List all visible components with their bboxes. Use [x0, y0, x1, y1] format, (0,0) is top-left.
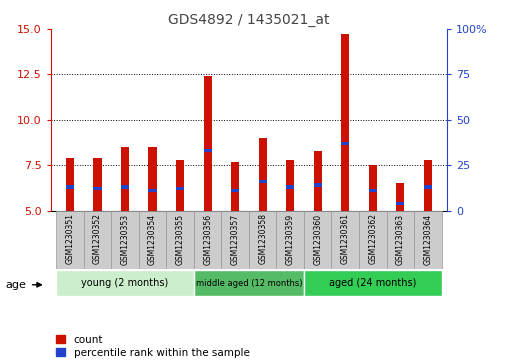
FancyBboxPatch shape [194, 270, 304, 296]
FancyBboxPatch shape [56, 270, 194, 296]
FancyBboxPatch shape [167, 211, 194, 269]
Text: GSM1230358: GSM1230358 [258, 213, 267, 264]
Bar [204, 76, 212, 211]
Text: GSM1230360: GSM1230360 [313, 213, 322, 265]
Text: GSM1230361: GSM1230361 [341, 213, 350, 264]
FancyBboxPatch shape [304, 270, 441, 296]
Bar [259, 180, 267, 183]
Bar [66, 185, 74, 189]
Bar [121, 147, 129, 211]
FancyBboxPatch shape [221, 211, 249, 269]
Bar [148, 147, 157, 211]
Text: GSM1230362: GSM1230362 [368, 213, 377, 264]
Bar [176, 187, 184, 190]
Text: GSM1230356: GSM1230356 [203, 213, 212, 265]
FancyBboxPatch shape [111, 211, 139, 269]
Text: aged (24 months): aged (24 months) [329, 278, 417, 288]
FancyBboxPatch shape [139, 211, 167, 269]
FancyBboxPatch shape [414, 211, 441, 269]
FancyBboxPatch shape [84, 211, 111, 269]
Legend: count, percentile rank within the sample: count, percentile rank within the sample [56, 335, 249, 358]
Bar [286, 185, 294, 189]
Bar [259, 138, 267, 211]
Text: GSM1230352: GSM1230352 [93, 213, 102, 264]
Bar [313, 183, 322, 187]
Bar [231, 162, 239, 211]
Bar [66, 158, 74, 211]
Text: GSM1230353: GSM1230353 [120, 213, 130, 265]
FancyBboxPatch shape [56, 211, 84, 269]
Title: GDS4892 / 1435021_at: GDS4892 / 1435021_at [168, 13, 330, 26]
Bar [176, 160, 184, 211]
Text: GSM1230354: GSM1230354 [148, 213, 157, 265]
Bar [313, 151, 322, 211]
Bar [204, 149, 212, 152]
Bar [286, 160, 294, 211]
FancyBboxPatch shape [304, 211, 332, 269]
Bar [231, 189, 239, 192]
Bar [93, 158, 102, 211]
Text: young (2 months): young (2 months) [81, 278, 169, 288]
FancyBboxPatch shape [276, 211, 304, 269]
Text: GSM1230363: GSM1230363 [396, 213, 405, 265]
Bar [369, 189, 377, 192]
Bar [148, 189, 157, 192]
Text: age: age [5, 280, 26, 290]
FancyBboxPatch shape [332, 211, 359, 269]
Bar [341, 142, 350, 145]
Bar [121, 185, 129, 189]
Bar [341, 34, 350, 211]
Text: GSM1230364: GSM1230364 [423, 213, 432, 265]
Bar [424, 160, 432, 211]
Text: GSM1230355: GSM1230355 [176, 213, 184, 265]
Bar [424, 185, 432, 189]
Bar [396, 183, 404, 211]
Bar [93, 187, 102, 190]
Bar [369, 165, 377, 211]
FancyBboxPatch shape [249, 211, 276, 269]
FancyBboxPatch shape [359, 211, 387, 269]
Text: GSM1230357: GSM1230357 [231, 213, 240, 265]
Text: middle aged (12 months): middle aged (12 months) [196, 279, 302, 287]
Bar [396, 201, 404, 205]
FancyBboxPatch shape [194, 211, 221, 269]
Text: GSM1230359: GSM1230359 [285, 213, 295, 265]
FancyBboxPatch shape [387, 211, 414, 269]
Text: GSM1230351: GSM1230351 [66, 213, 75, 264]
